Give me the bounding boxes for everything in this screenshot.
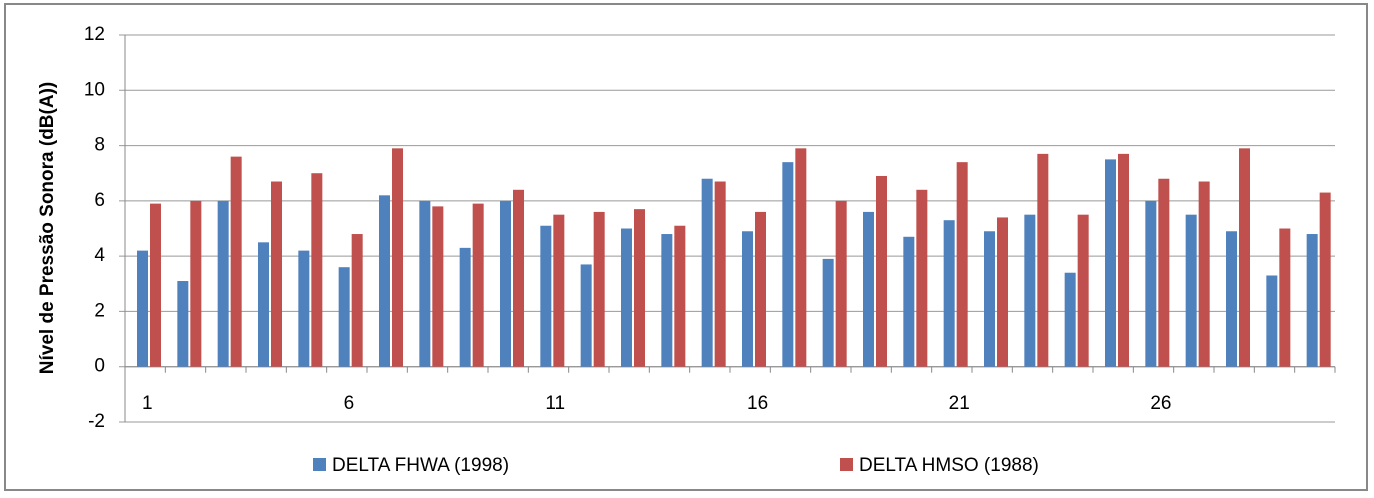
bar: [1279, 228, 1291, 367]
bar: [943, 220, 955, 367]
bar: [634, 209, 645, 367]
y-tick-label: -2: [88, 411, 105, 432]
bar: [311, 173, 323, 367]
bar: [661, 234, 673, 367]
bar: [540, 225, 552, 367]
bar: [755, 211, 766, 367]
legend-swatch: [840, 458, 853, 471]
bar: [298, 250, 310, 367]
bar: [674, 225, 686, 367]
bar: [1158, 178, 1170, 367]
bar: [1077, 214, 1089, 367]
x-tick-label: 11: [545, 393, 565, 414]
bar: [1037, 153, 1049, 367]
bar: [553, 214, 565, 367]
bar: [392, 148, 403, 367]
y-tick-label: 10: [84, 79, 105, 100]
bar: [351, 234, 363, 367]
legend-label: DELTA FHWA (1998): [332, 455, 509, 476]
bar: [903, 236, 915, 367]
bar: [177, 281, 189, 367]
bar: [217, 200, 229, 367]
bar: [1306, 234, 1318, 367]
bar: [1185, 214, 1197, 367]
y-tick-label: 0: [94, 356, 105, 377]
bar: [795, 148, 807, 367]
legend-swatch: [313, 458, 326, 471]
bar: [984, 231, 995, 367]
bar: [701, 178, 713, 367]
bar: [876, 175, 887, 367]
bar: [1198, 181, 1210, 367]
bar: [230, 156, 242, 367]
bar: [1118, 153, 1129, 367]
bar: [1226, 231, 1237, 367]
bar: [271, 181, 282, 367]
bar: [419, 200, 431, 367]
bar: [338, 267, 350, 367]
legend-label: DELTA HMSO (1988): [859, 455, 1039, 476]
bar: [1239, 148, 1250, 367]
y-tick-label: 6: [94, 190, 105, 211]
bar: [137, 250, 148, 367]
bar: [150, 203, 161, 367]
y-tick-label: 4: [94, 245, 105, 266]
bar: [997, 217, 1008, 367]
bar: [1319, 192, 1331, 367]
bar: [1024, 214, 1036, 367]
bar: [500, 200, 511, 367]
x-tick-label: 16: [747, 393, 768, 414]
x-tick-label: 21: [949, 393, 970, 414]
bar: [432, 206, 444, 367]
bar: [472, 203, 484, 367]
bar: [258, 242, 269, 367]
bar: [379, 195, 390, 367]
bar: [1145, 200, 1157, 367]
bar: [714, 181, 726, 367]
x-tick-label: 6: [344, 393, 355, 414]
bar: [593, 211, 605, 367]
bar: [621, 228, 632, 367]
bar: [782, 162, 794, 367]
bar: [863, 211, 874, 367]
y-tick-label: 12: [84, 24, 105, 45]
bar: [513, 189, 524, 367]
y-axis-label: Nível de Pressão Sonora (dB(A)): [37, 82, 58, 374]
y-tick-label: 8: [94, 135, 105, 156]
bar: [190, 200, 202, 367]
y-tick-label: 2: [94, 300, 105, 321]
bar: [742, 231, 753, 367]
x-tick-label: 26: [1150, 393, 1171, 414]
bar: [956, 162, 968, 367]
bar: [1266, 275, 1278, 367]
x-tick-label: 1: [142, 393, 153, 414]
bar: [1105, 159, 1116, 367]
bar: [822, 258, 834, 367]
bar: [580, 264, 592, 367]
bar: [835, 200, 847, 367]
bar: [459, 247, 471, 367]
bar: [1064, 272, 1076, 367]
bar: [916, 189, 928, 367]
